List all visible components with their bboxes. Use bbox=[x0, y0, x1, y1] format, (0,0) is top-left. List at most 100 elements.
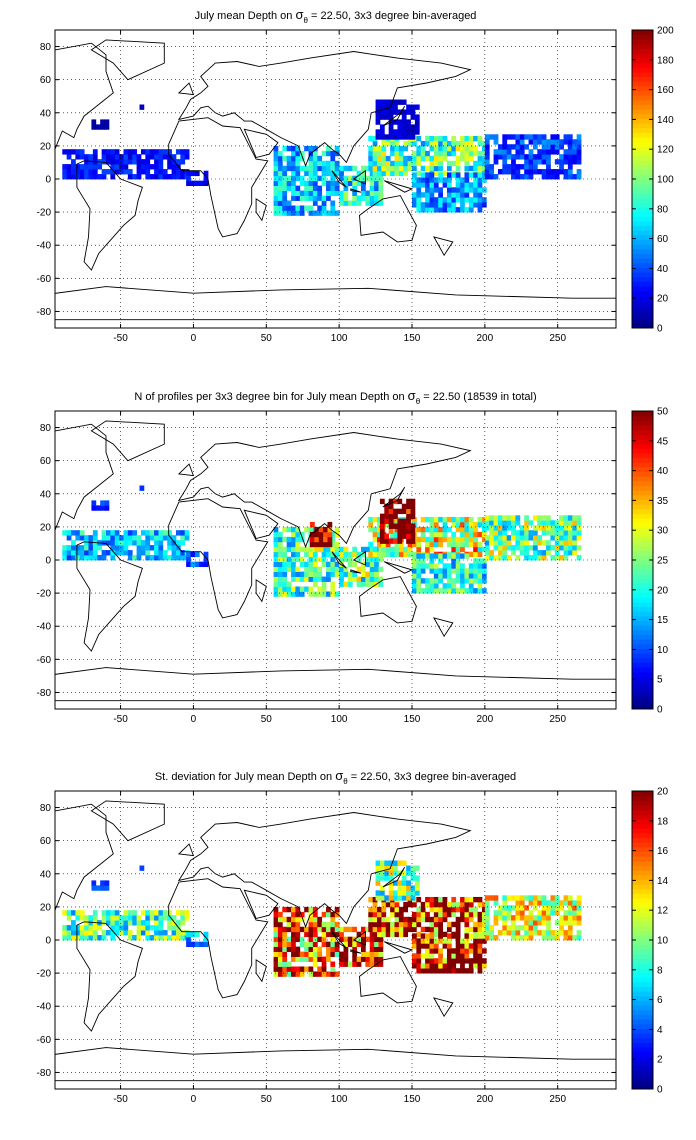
heatmap-cell bbox=[92, 935, 98, 941]
heatmap-cell bbox=[132, 935, 137, 941]
heatmap-cell bbox=[273, 160, 279, 167]
heatmap-cell bbox=[390, 546, 395, 553]
heatmap-cell bbox=[416, 953, 422, 959]
heatmap-cell bbox=[127, 550, 133, 556]
heatmap-cell bbox=[282, 170, 288, 177]
colorbar-segment bbox=[632, 814, 653, 820]
colorbar-segment bbox=[632, 681, 653, 687]
heatmap-cell bbox=[572, 905, 578, 911]
heatmap-cell bbox=[397, 528, 403, 534]
heatmap-cell bbox=[308, 185, 314, 191]
heatmap-cell bbox=[438, 573, 443, 579]
heatmap-cell bbox=[374, 185, 379, 191]
heatmap-cell bbox=[460, 192, 465, 198]
heatmap-cell bbox=[330, 946, 336, 952]
heatmap-cell bbox=[541, 174, 547, 180]
heatmap-cell bbox=[524, 520, 529, 526]
heatmap-cell bbox=[326, 931, 331, 938]
colorbar-segment bbox=[632, 30, 653, 36]
heatmap-cell bbox=[327, 526, 333, 533]
heatmap-cell bbox=[385, 155, 391, 162]
heatmap-cell bbox=[412, 943, 417, 949]
heatmap-cell bbox=[493, 134, 499, 140]
heatmap-cell bbox=[347, 556, 353, 563]
colorbar-segment bbox=[632, 1033, 653, 1039]
heatmap-cell bbox=[330, 581, 336, 587]
colorbar-segment bbox=[632, 1047, 653, 1053]
colorbar-segment bbox=[632, 276, 653, 282]
heatmap-cell bbox=[171, 915, 177, 921]
colorbar-segment bbox=[632, 471, 653, 477]
heatmap-cell bbox=[312, 926, 318, 933]
heatmap-cell bbox=[493, 520, 499, 526]
heatmap-cell bbox=[559, 915, 564, 921]
heatmap-cell bbox=[425, 541, 430, 548]
heatmap-cell bbox=[528, 149, 534, 155]
heatmap-cell bbox=[477, 563, 483, 569]
heatmap-cell bbox=[416, 155, 422, 162]
heatmap-cell bbox=[79, 149, 85, 155]
heatmap-cell bbox=[132, 920, 137, 926]
heatmap-cell bbox=[455, 192, 461, 198]
heatmap-cell bbox=[330, 961, 336, 967]
heatmap-cell bbox=[511, 530, 516, 536]
heatmap-cell bbox=[519, 134, 525, 140]
heatmap-cell bbox=[379, 860, 385, 866]
heatmap-cell bbox=[433, 187, 439, 193]
heatmap-cell bbox=[180, 530, 186, 536]
heatmap-cell bbox=[385, 170, 391, 177]
heatmap-cell bbox=[559, 920, 564, 926]
heatmap-cell bbox=[175, 910, 181, 916]
heatmap-cell bbox=[412, 541, 417, 548]
heatmap-cell bbox=[286, 946, 292, 952]
coastline bbox=[382, 486, 406, 508]
heatmap-cell bbox=[412, 172, 417, 178]
heatmap-cell bbox=[321, 936, 327, 943]
heatmap-cell bbox=[277, 165, 283, 172]
heatmap-cell bbox=[299, 205, 305, 211]
coastline bbox=[255, 579, 267, 603]
heatmap-cell bbox=[438, 911, 443, 918]
heatmap-cell bbox=[515, 169, 521, 175]
heatmap-cell bbox=[343, 546, 349, 553]
heatmap-cell bbox=[277, 200, 283, 206]
heatmap-cell bbox=[304, 906, 309, 913]
heatmap-cell bbox=[384, 875, 390, 881]
heatmap-cell bbox=[167, 545, 172, 551]
heatmap-cell bbox=[171, 159, 177, 165]
colorbar-segment bbox=[632, 921, 653, 927]
heatmap-cell bbox=[420, 150, 426, 157]
heatmap-cell bbox=[567, 900, 573, 906]
heatmap-cell bbox=[433, 931, 439, 938]
coastline bbox=[76, 541, 143, 652]
heatmap-cell bbox=[171, 545, 177, 551]
colorbar-segment bbox=[632, 39, 653, 45]
heatmap-cell bbox=[442, 145, 448, 152]
heatmap-cell bbox=[84, 555, 89, 561]
heatmap-cell bbox=[563, 520, 569, 526]
heatmap-cell bbox=[162, 169, 168, 175]
heatmap-cell bbox=[420, 963, 426, 969]
heatmap-cell bbox=[361, 195, 366, 201]
heatmap-cell bbox=[532, 540, 538, 546]
heatmap-cell bbox=[393, 129, 398, 135]
heatmap-cell bbox=[401, 870, 407, 876]
heatmap-cell bbox=[110, 550, 116, 556]
heatmap-cell bbox=[497, 149, 503, 155]
colorbar-segment bbox=[632, 625, 653, 631]
heatmap-cell bbox=[132, 910, 137, 916]
heatmap-cell bbox=[330, 926, 336, 933]
heatmap-cell bbox=[314, 536, 320, 543]
heatmap-cell bbox=[372, 896, 378, 903]
heatmap-cell bbox=[515, 900, 521, 906]
heatmap-cell bbox=[468, 906, 474, 913]
heatmap-cell bbox=[343, 180, 349, 187]
heatmap-cell bbox=[481, 546, 487, 553]
heatmap-cell bbox=[429, 578, 435, 584]
heatmap-cell bbox=[352, 961, 358, 967]
coastline bbox=[382, 866, 406, 888]
heatmap-cell bbox=[528, 535, 534, 541]
heatmap-cell bbox=[414, 885, 420, 891]
heatmap-cell bbox=[273, 210, 279, 216]
colorbar-segment bbox=[632, 1075, 653, 1081]
